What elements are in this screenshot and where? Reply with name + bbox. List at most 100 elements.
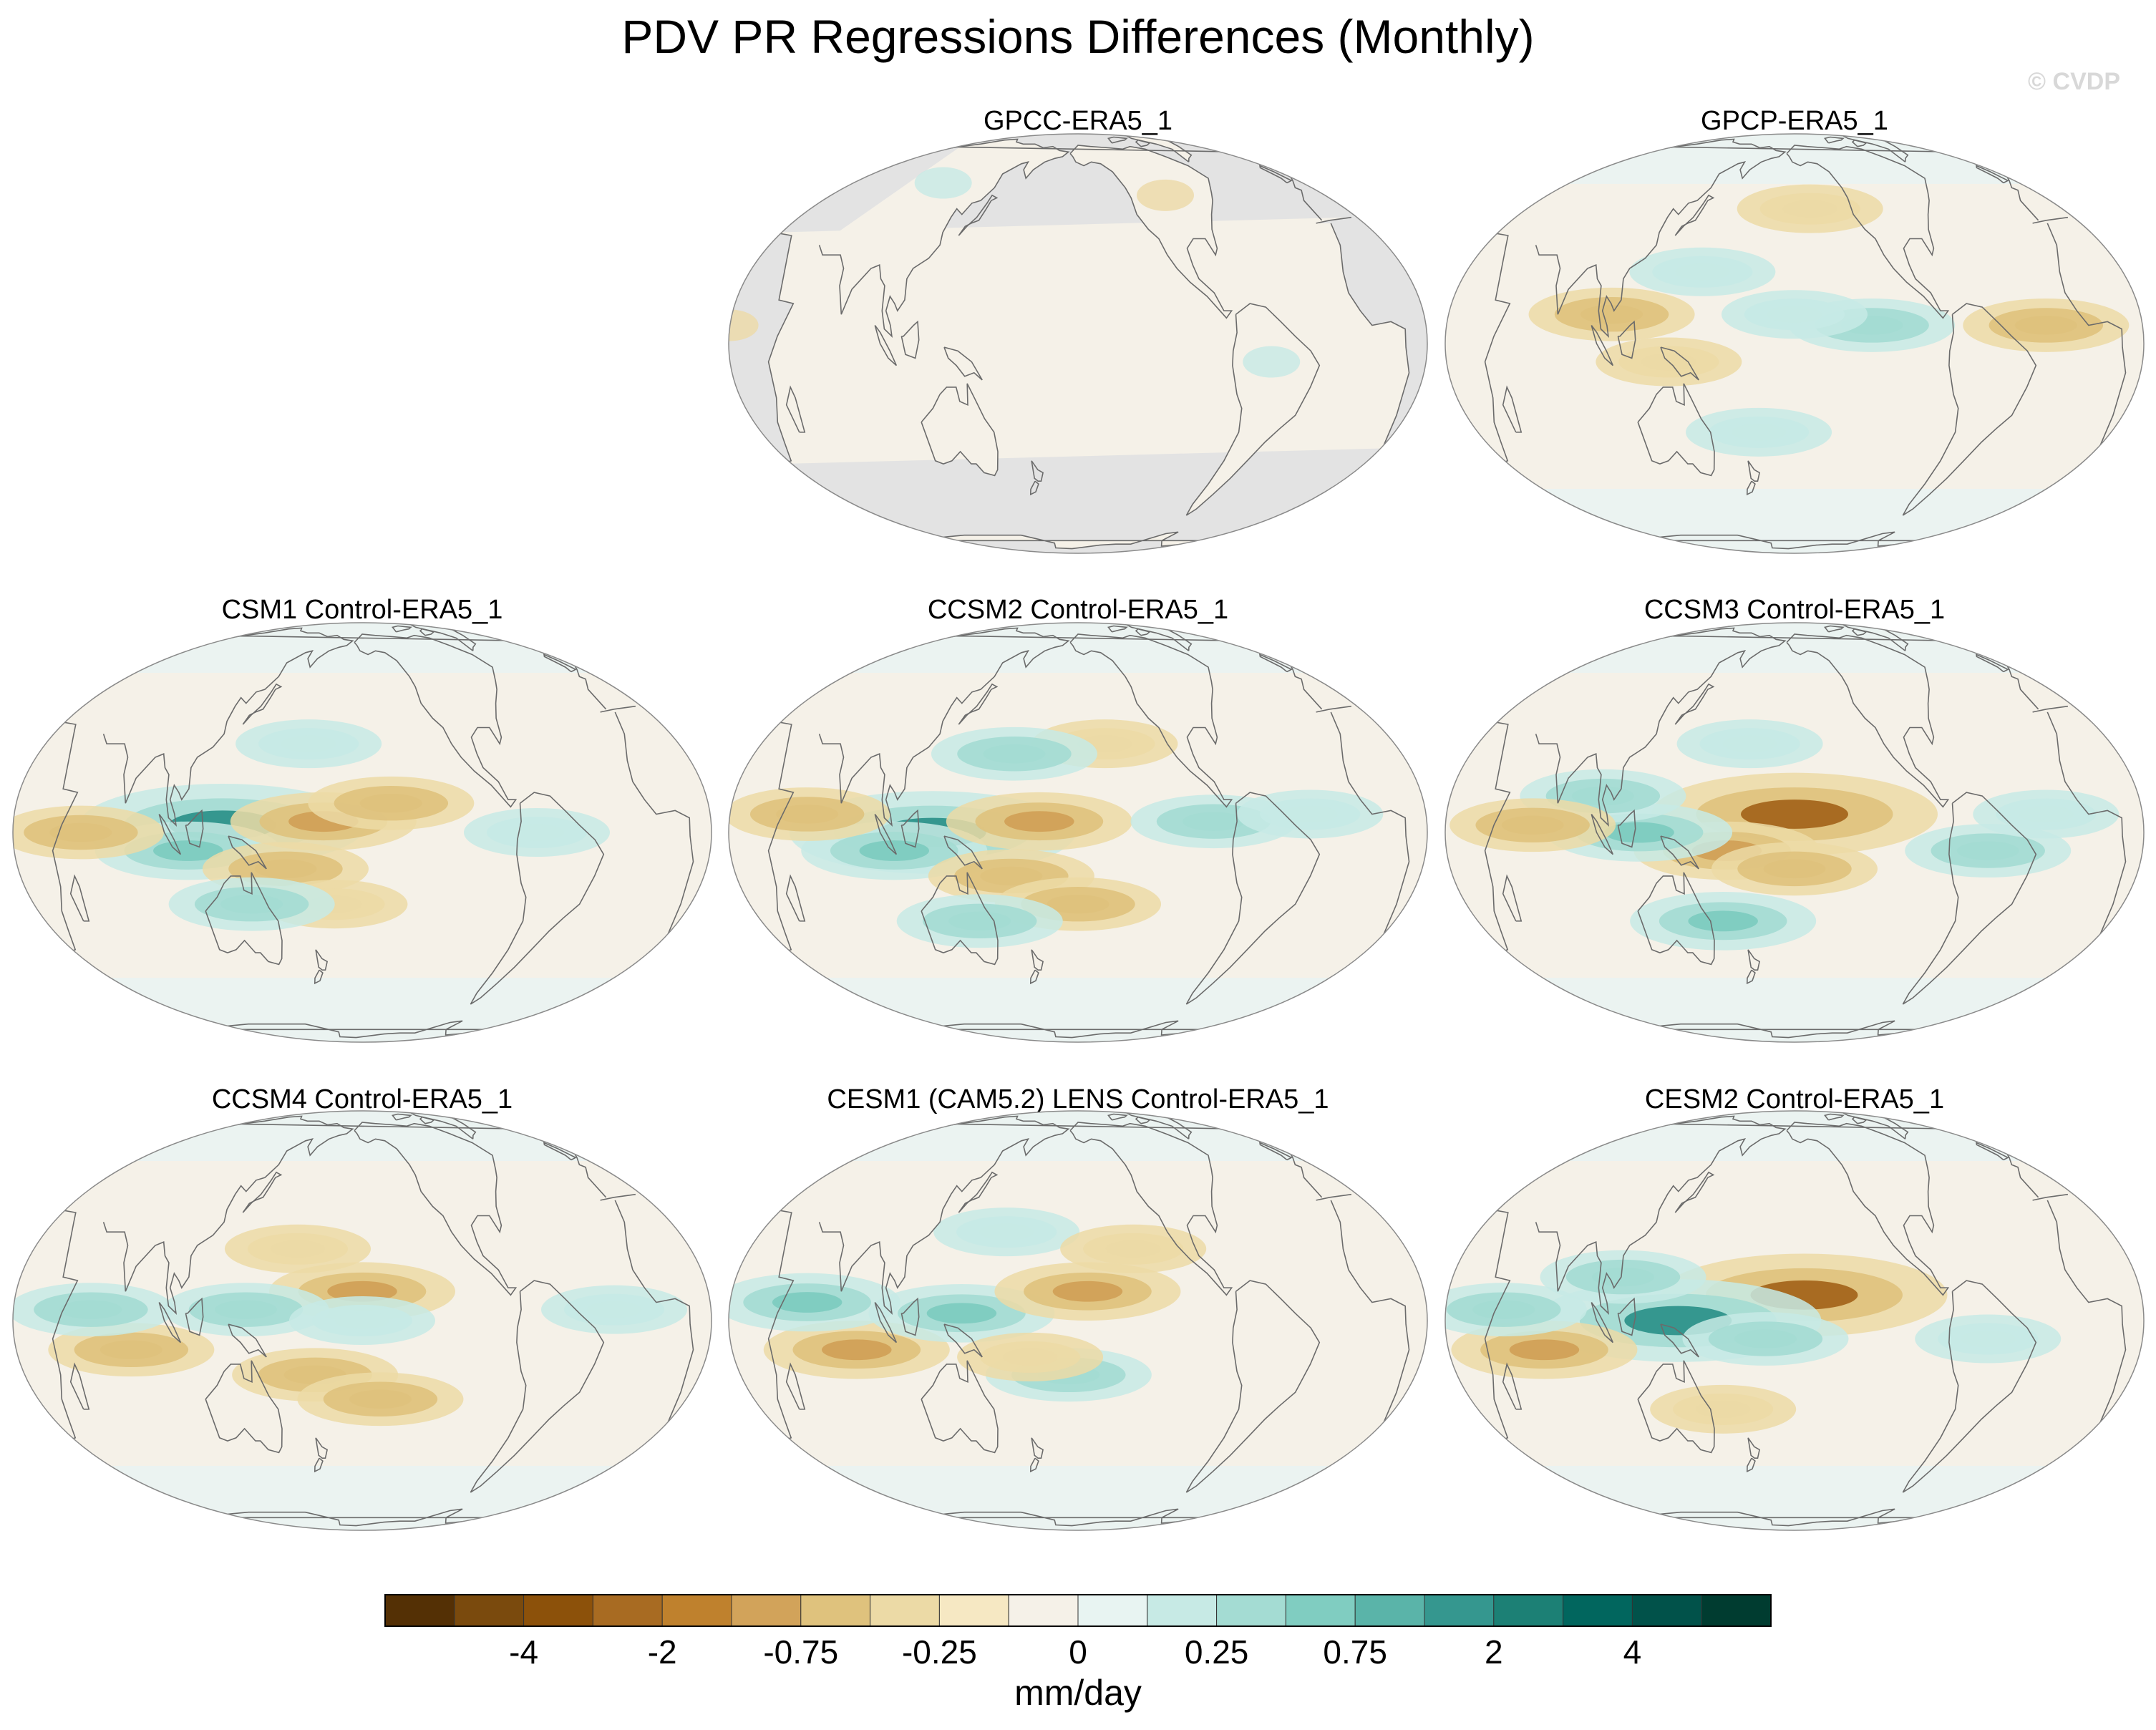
anomaly-core [1501,815,1564,835]
anomaly-core [914,167,972,199]
coastline [1185,1280,1321,1493]
colorbar-swatch [1216,1594,1286,1627]
coastline [1851,139,1868,147]
coastline [543,653,577,673]
polar-band-north [1445,1111,2144,1161]
figure-title: PDV PR Regressions Differences (Monthly) [621,10,1534,63]
anomaly-core [509,824,565,841]
coastline [1185,792,1321,1005]
coastline [1824,136,1845,144]
anomaly-core [1734,1329,1797,1348]
anomaly-core [1002,1348,1058,1366]
coastline [1674,1171,1715,1213]
colorbar-swatch [1563,1594,1633,1627]
coastline [1643,531,1929,550]
polar-band-north [729,1111,1427,1161]
coastline [874,1302,898,1343]
coastline [785,385,806,433]
panel-title: CESM2 Control-ERA5_1 [1645,1084,1944,1114]
panel-title: CCSM4 Control-ERA5_1 [212,1084,513,1114]
coastline [210,1508,497,1527]
colorbar-tick-label: 0.75 [1323,1633,1387,1671]
coastline [102,627,354,827]
land-fill [768,217,1409,465]
coastline [69,1362,90,1410]
coastline [1258,165,1293,184]
anomaly-core [334,1312,390,1329]
polar-band-north [13,1111,712,1161]
coastline [921,1360,999,1454]
coastline [818,1115,1070,1315]
coastline [1975,653,2009,673]
coastline [943,346,983,381]
polar-band-north [1445,134,2144,184]
panel-title: CCSM2 Control-ERA5_1 [928,595,1228,625]
map-panel: GPCP-ERA5_1 [1444,106,2145,554]
anomaly-core [59,1300,122,1319]
coastline [205,872,283,966]
anomaly-core [270,1240,326,1258]
coastline [1107,625,1128,633]
coastline [158,1302,182,1343]
colorbar-swatch [731,1594,802,1627]
anomaly-core [1722,735,1777,753]
coastline [1747,460,1761,482]
coastline [1069,145,1233,319]
coastline [1031,1437,1044,1459]
coastline [900,809,920,848]
anomaly-core [1283,805,1338,823]
colorbar-swatch [454,1594,525,1627]
panel-title: GPCC-ERA5_1 [984,106,1172,136]
coastline [1746,1457,1756,1473]
coastline [1069,1122,1233,1296]
coastline [228,835,267,870]
coastline [1185,303,1321,516]
map-panel: GPCC-ERA5_1 [728,106,1428,554]
coastline [785,1362,806,1410]
coastline [926,1508,1213,1527]
polar-band-south [729,1466,1427,1530]
coastline [1484,216,2127,465]
coastline [543,1142,577,1161]
polar-band-south [1445,1466,2144,1530]
coastline [242,683,283,725]
anomaly-core [1741,800,1848,829]
coastline [785,874,806,922]
land-fill [927,532,1213,549]
coastline [1747,949,1761,971]
anomaly-core [776,805,839,824]
colorbar-tick-label: 0.25 [1185,1633,1249,1671]
anomaly-core [281,735,336,753]
coastline [1535,138,1787,338]
coastline [1643,1508,1929,1527]
coastline [943,835,983,870]
anomaly-core [1183,812,1245,831]
anomaly-core [772,1292,843,1313]
anomaly-core [983,744,1046,764]
coastline [1786,1122,1950,1296]
coastline [921,383,999,477]
land-fill [1127,135,1192,162]
colorbar-frame [384,1594,1772,1627]
coastline [1786,145,1950,319]
coastline [1902,303,2037,516]
coastline [1674,683,1715,725]
anomaly-core [49,822,112,842]
coastline [210,1020,497,1039]
coastline [1617,809,1636,848]
coastline [102,1115,354,1315]
anomaly-core [1960,1330,2016,1348]
colorbar-swatch [1701,1594,1772,1627]
anomaly-core [254,859,317,879]
coastline [958,1171,999,1213]
map-panel: CESM1 (CAM5.2) LENS Control-ERA5_1 [728,1084,1428,1531]
panel-title: CCSM3 Control-ERA5_1 [1644,595,1945,625]
coastline [1902,792,2037,1005]
coastline [1107,1113,1128,1121]
coastline [921,872,999,966]
anomaly-core [1695,1400,1751,1418]
anomaly-core [1509,1339,1580,1361]
coastline [767,216,1410,465]
coastline [185,809,204,848]
coastline [1069,633,1233,808]
